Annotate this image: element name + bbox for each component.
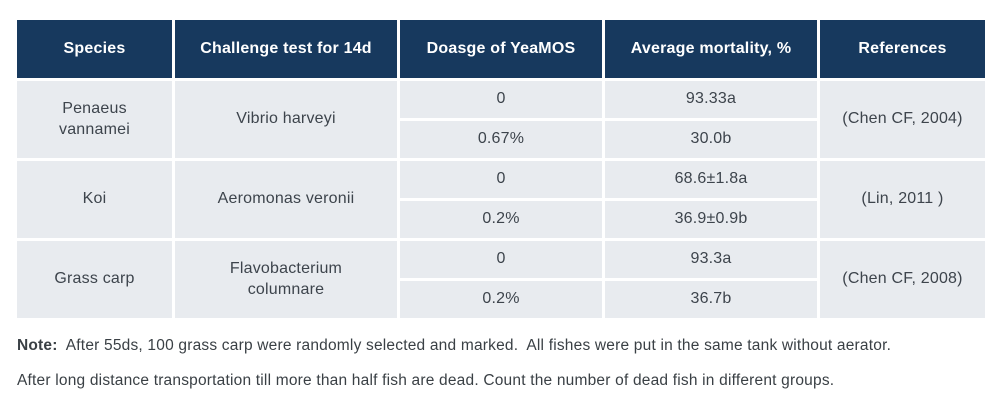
dosage-cell: 0 — [400, 161, 602, 198]
footnote: Note: After 55ds, 100 grass carp were ra… — [17, 336, 987, 406]
column-header-species: Species — [17, 20, 172, 78]
dosage-cell: 0.2% — [400, 281, 602, 318]
species-cell: Penaeus vannamei — [17, 81, 172, 158]
reference-cell: (Chen CF, 2004) — [820, 81, 985, 158]
mortality-cell: 68.6±1.8a — [605, 161, 817, 198]
column-header-references: References — [820, 20, 985, 78]
mortality-cell: 93.3a — [605, 241, 817, 278]
footnote-line-1: Note: After 55ds, 100 grass carp were ra… — [17, 336, 987, 357]
column-header-dosage: Doasge of YeaMOS — [400, 20, 602, 78]
footnote-line-2: After long distance transportation till … — [17, 371, 835, 389]
challenge-cell: Vibrio harveyi — [175, 81, 397, 158]
column-header-average-mortality: Average mortality, % — [605, 20, 817, 78]
challenge-name: Aeromonas veronii — [217, 190, 355, 208]
species-name: Penaeus vannamei — [59, 99, 130, 138]
column-header-challenge-test: Challenge test for 14d — [175, 20, 397, 78]
footnote-text-1: After 55ds, 100 grass carp were randomly… — [57, 337, 892, 354]
reference-cell: (Chen CF, 2008) — [820, 241, 985, 318]
dosage-cell: 0.2% — [400, 201, 602, 238]
mortality-cell: 36.9±0.9b — [605, 201, 817, 238]
challenge-name: Vibrio harveyi — [236, 110, 336, 128]
species-cell: Koi — [17, 161, 172, 238]
footnote-label: Note: — [17, 337, 58, 354]
mortality-cell: 93.33a — [605, 81, 817, 118]
species-name: Grass carp — [54, 270, 135, 288]
results-table: Species Challenge test for 14d Doasge of… — [17, 20, 985, 318]
species-cell: Grass carp — [17, 241, 172, 318]
mortality-cell: 30.0b — [605, 121, 817, 158]
dosage-cell: 0.67% — [400, 121, 602, 158]
reference-cell: (Lin, 2011 ) — [820, 161, 985, 238]
species-name: Koi — [82, 190, 107, 208]
challenge-cell: Flavobacterium columnare — [175, 241, 397, 318]
challenge-name: Flavobacterium columnare — [229, 259, 343, 298]
dosage-cell: 0 — [400, 241, 602, 278]
mortality-cell: 36.7b — [605, 281, 817, 318]
dosage-cell: 0 — [400, 81, 602, 118]
challenge-cell: Aeromonas veronii — [175, 161, 397, 238]
